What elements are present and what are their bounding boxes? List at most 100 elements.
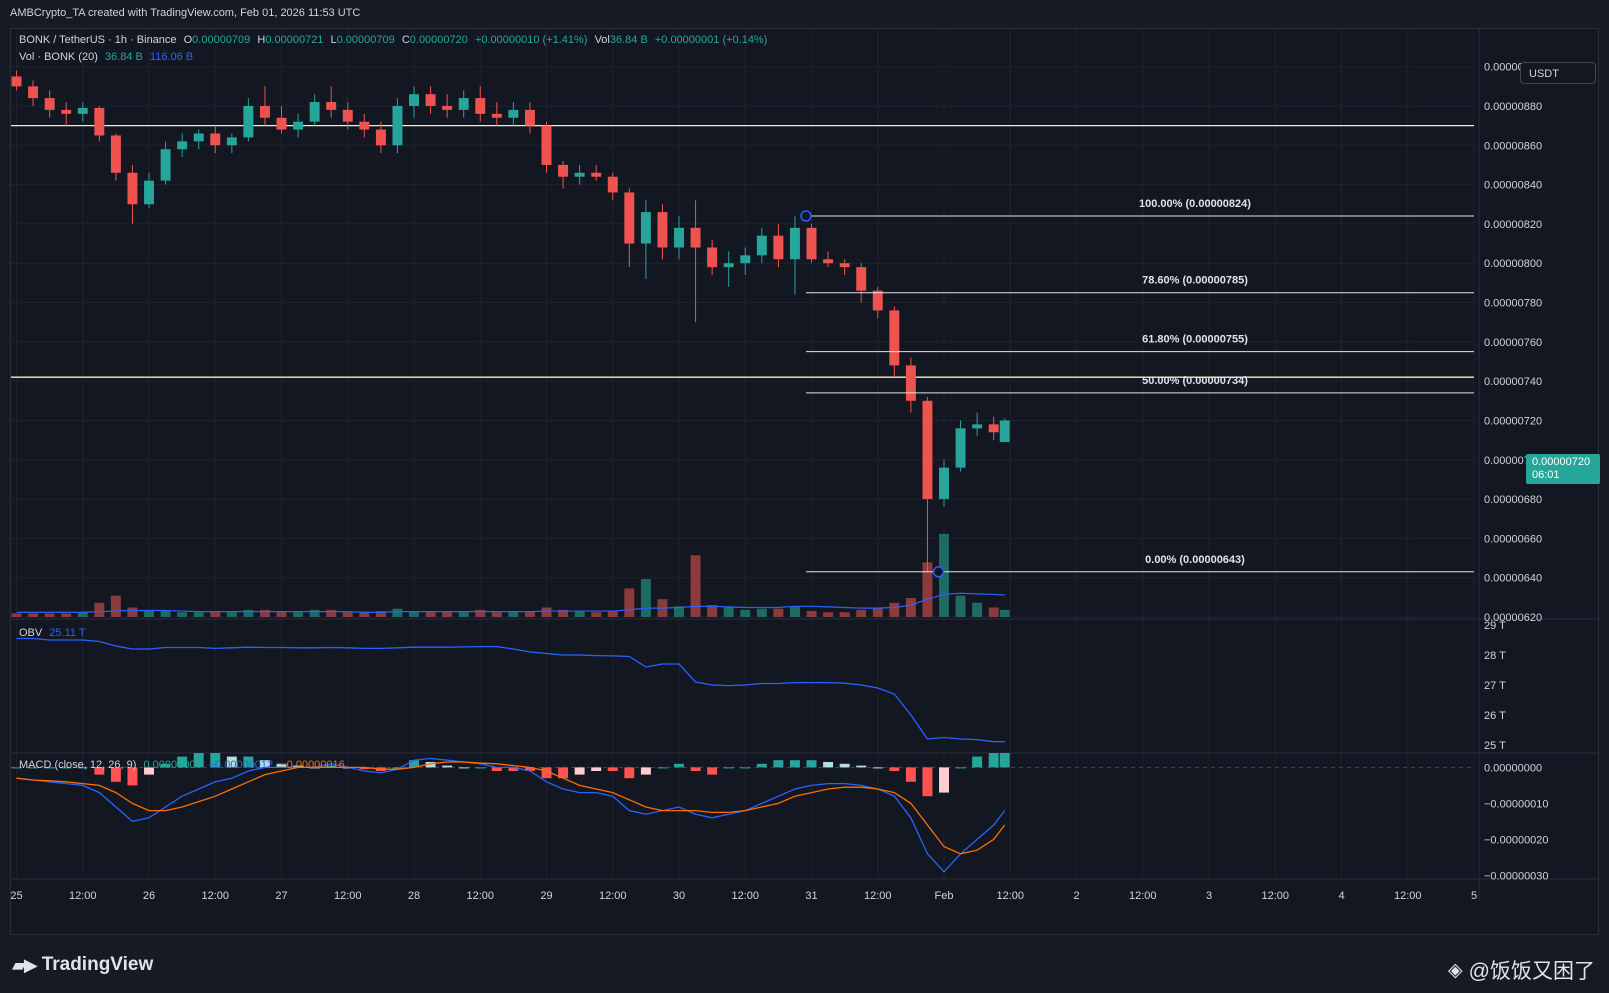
macd-histogram-bar — [789, 760, 800, 768]
open-value: 0.00000709 — [192, 34, 251, 46]
macd-histogram-bar — [359, 767, 370, 770]
x-tick-label: 30 — [673, 890, 685, 902]
symbol-name[interactable]: BONK / TetherUS · 1h · Binance — [19, 34, 177, 46]
x-tick-label: 29 — [540, 890, 552, 902]
candle-body — [243, 105, 254, 138]
macd-histogram-bar — [872, 767, 883, 769]
chart-svg[interactable]: 0.000009000.000008800.000008600.00000840… — [11, 29, 1598, 934]
candle-body — [28, 86, 39, 99]
change-value: +0.00000010 (+1.41%) — [474, 34, 588, 46]
macd-name[interactable]: MACD (close, 12, 26, 9) — [19, 759, 137, 771]
top-bar: AMBCrypto_TA created with TradingView.co… — [0, 0, 1609, 28]
volume-bar — [409, 611, 419, 617]
macd-histogram-bar — [475, 767, 486, 769]
volume-bar — [723, 607, 734, 617]
volume-bar — [226, 612, 237, 617]
vol-value: 36.84 B — [609, 34, 648, 46]
volume-bar — [144, 609, 154, 617]
obv-legend: OBV 25.11 T — [19, 627, 90, 639]
volume-bar — [342, 612, 353, 617]
volume-indicator-value: 36.84 B — [104, 51, 143, 63]
candle-body — [999, 420, 1010, 443]
macd-histogram-bar — [823, 762, 834, 768]
candle-body — [674, 227, 684, 248]
brand-name: TradingView — [41, 954, 154, 975]
candle-body — [144, 180, 154, 205]
volume-bar — [243, 609, 254, 617]
y-tick-label: 0.00000640 — [1484, 573, 1542, 585]
volume-bar — [574, 611, 585, 617]
obv-tick-label: 26 T — [1484, 710, 1506, 722]
x-tick-label: 27 — [275, 890, 287, 902]
obv-tick-label: 28 T — [1484, 650, 1506, 662]
candle-body — [823, 259, 834, 264]
y-tick-label: 0.00000880 — [1484, 101, 1542, 113]
macd-histogram-bar — [160, 763, 171, 768]
volume-bar — [674, 606, 684, 617]
fib-anchor-point — [932, 566, 945, 578]
macd-histogram-bar — [955, 767, 966, 769]
macd-signal-line — [16, 761, 1006, 855]
currency-button[interactable]: USDT — [1520, 62, 1596, 84]
macd-histogram-bar — [210, 753, 221, 768]
x-tick-label: 31 — [805, 890, 817, 902]
footer: ▰▶ TradingView ◈ @饭饭又困了 — [0, 935, 1609, 993]
volume-bar — [127, 607, 138, 617]
candle-body — [707, 247, 718, 268]
macd-histogram-bar — [972, 756, 983, 768]
candle-body — [591, 172, 602, 177]
candle-body — [458, 98, 469, 110]
fib-anchor-point — [800, 210, 812, 222]
macd-histogram-bar — [707, 767, 718, 775]
x-tick-label: 12:00 — [599, 890, 627, 902]
candle-body — [541, 125, 552, 165]
macd-histogram-bar — [624, 767, 635, 779]
y-tick-label: 0.00000720 — [1484, 415, 1542, 427]
macd-histogram-bar — [491, 767, 502, 771]
x-tick-label: 12:00 — [1261, 890, 1289, 902]
last-price-tag: 0.00000720 06:01 — [1526, 454, 1600, 484]
macd-histogram-bar — [839, 763, 850, 768]
x-tick-label: 12:00 — [996, 890, 1024, 902]
volume-indicator-name[interactable]: Vol · BONK (20) — [19, 51, 98, 63]
candle-body — [558, 164, 569, 177]
candle-body — [276, 117, 287, 130]
macd-histogram-bar — [657, 767, 668, 769]
macd-histogram-bar — [127, 767, 138, 786]
candle-body — [425, 94, 436, 106]
macd-histogram-bar — [999, 753, 1010, 768]
candle-body — [955, 428, 966, 468]
volume-bar — [607, 611, 618, 617]
candle-body — [11, 76, 22, 87]
candle-body — [160, 149, 171, 181]
macd-histogram-bar — [524, 767, 535, 771]
macd-legend: MACD (close, 12, 26, 9) 0.00000004 −0.00… — [19, 759, 349, 771]
macd-histogram-bar — [508, 767, 519, 771]
volume-bar — [44, 613, 55, 617]
candle-body — [624, 192, 635, 244]
candle-body — [905, 365, 916, 401]
volume-bar — [392, 608, 403, 617]
volume-bar — [922, 562, 933, 617]
candle-body — [77, 107, 88, 114]
candle-countdown: 06:01 — [1532, 469, 1560, 481]
volume-bar — [475, 609, 486, 617]
chart-area[interactable]: 0.00000900 0.00000880 0.00000860 0.00000840… — [10, 28, 1600, 935]
x-tick-label: Feb — [935, 890, 954, 902]
macd-histogram-bar — [226, 756, 237, 768]
x-tick-label: 12:00 — [334, 890, 362, 902]
candle-body — [972, 424, 983, 429]
vol-change-value: +0.00000001 (+0.14%) — [654, 34, 768, 46]
volume-bar — [11, 613, 22, 617]
tradingview-brand[interactable]: ▰▶ TradingView — [12, 954, 153, 976]
macd-histogram-bar — [723, 767, 734, 769]
volume-bar — [789, 606, 800, 617]
volume-bar — [988, 607, 999, 617]
high-label: H — [257, 34, 266, 46]
macd-histogram-bar — [574, 767, 585, 775]
fib-level-label: 100.00% (0.00000824) — [1139, 198, 1251, 210]
volume-bar — [756, 608, 767, 617]
volume-bar — [624, 588, 635, 617]
tradingview-logo-icon: ▰▶ — [12, 954, 38, 975]
obv-name[interactable]: OBV — [19, 627, 43, 639]
